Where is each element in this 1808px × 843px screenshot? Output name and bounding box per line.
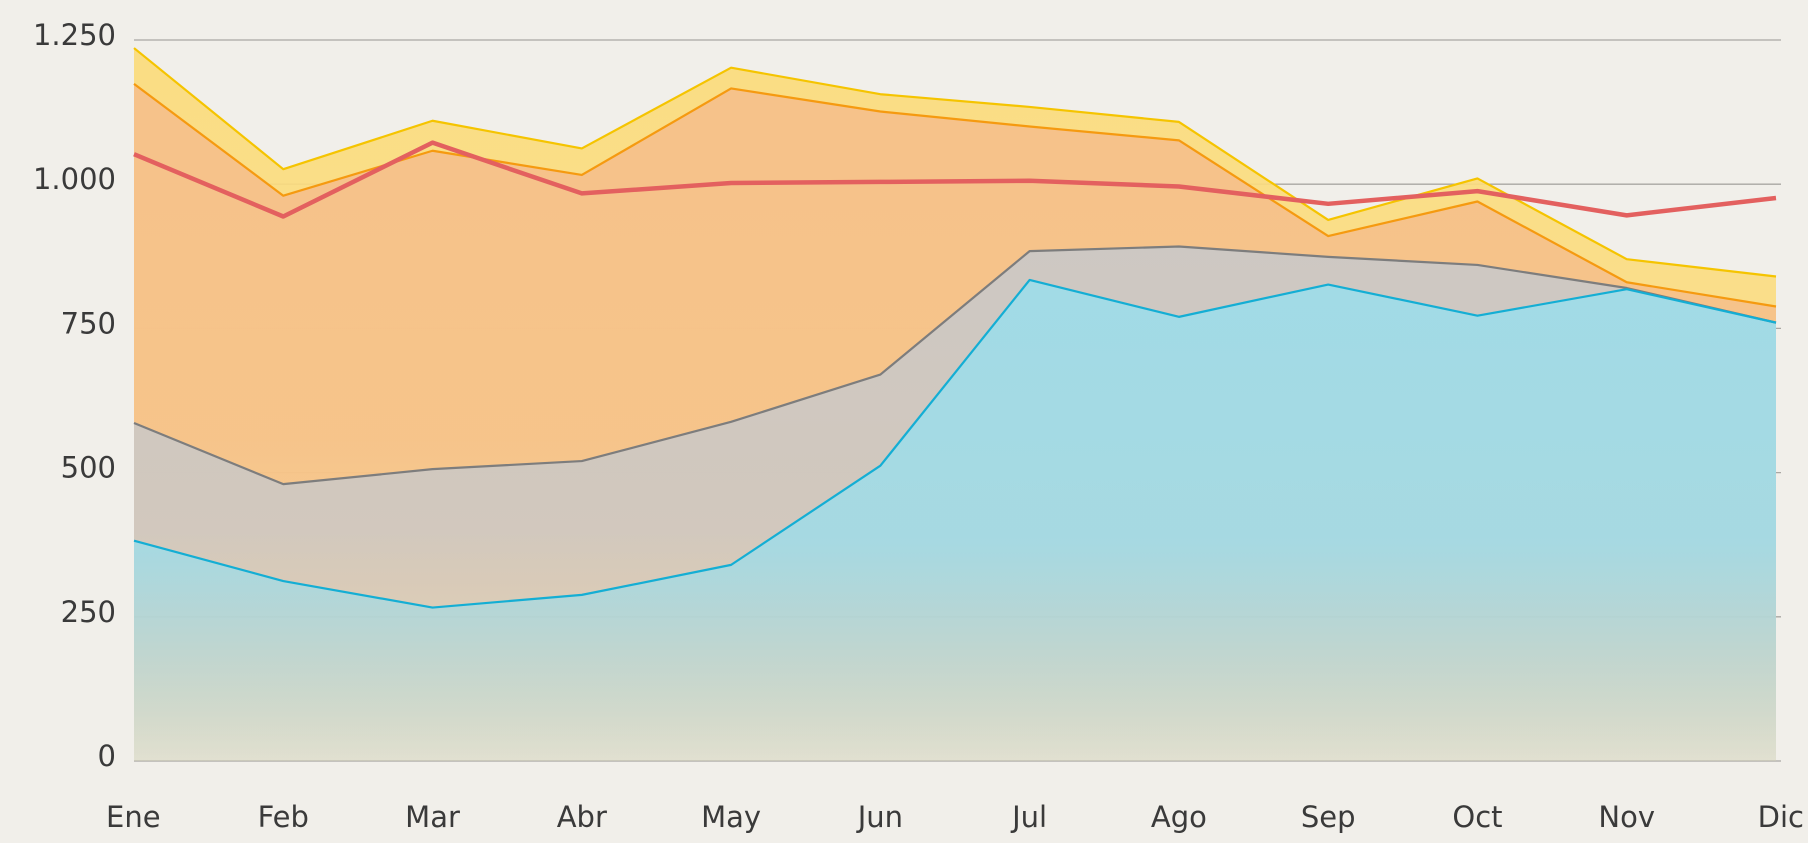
y-tick-label: 1.000 bbox=[33, 162, 116, 196]
x-tick-label: Sep bbox=[1301, 800, 1356, 834]
x-tick-label: Nov bbox=[1598, 800, 1655, 834]
x-tick-label: Abr bbox=[557, 800, 607, 834]
x-tick-label: Ago bbox=[1151, 800, 1207, 834]
line bbox=[133, 47, 1777, 278]
y-tick-label: 750 bbox=[61, 306, 116, 340]
y-tick-label: 0 bbox=[98, 739, 116, 773]
x-tick-label: Mar bbox=[405, 800, 460, 834]
x-tick-label: Jun bbox=[856, 800, 903, 834]
y-tick-label: 1.250 bbox=[33, 18, 116, 52]
line bbox=[133, 82, 1777, 308]
line bbox=[133, 245, 1777, 486]
y-tick-label: 250 bbox=[61, 595, 116, 629]
area bbox=[134, 279, 1776, 761]
x-tick-label: Jul bbox=[1010, 800, 1047, 834]
y-tick-label: 500 bbox=[61, 451, 116, 485]
x-tick-label: May bbox=[701, 800, 761, 834]
line bbox=[133, 140, 1777, 219]
x-tick-label: Oct bbox=[1452, 800, 1502, 834]
line bbox=[133, 278, 1777, 609]
x-tick-label: Dic bbox=[1758, 800, 1804, 834]
x-tick-label: Feb bbox=[258, 800, 309, 834]
x-tick-label: Ene bbox=[106, 800, 161, 834]
